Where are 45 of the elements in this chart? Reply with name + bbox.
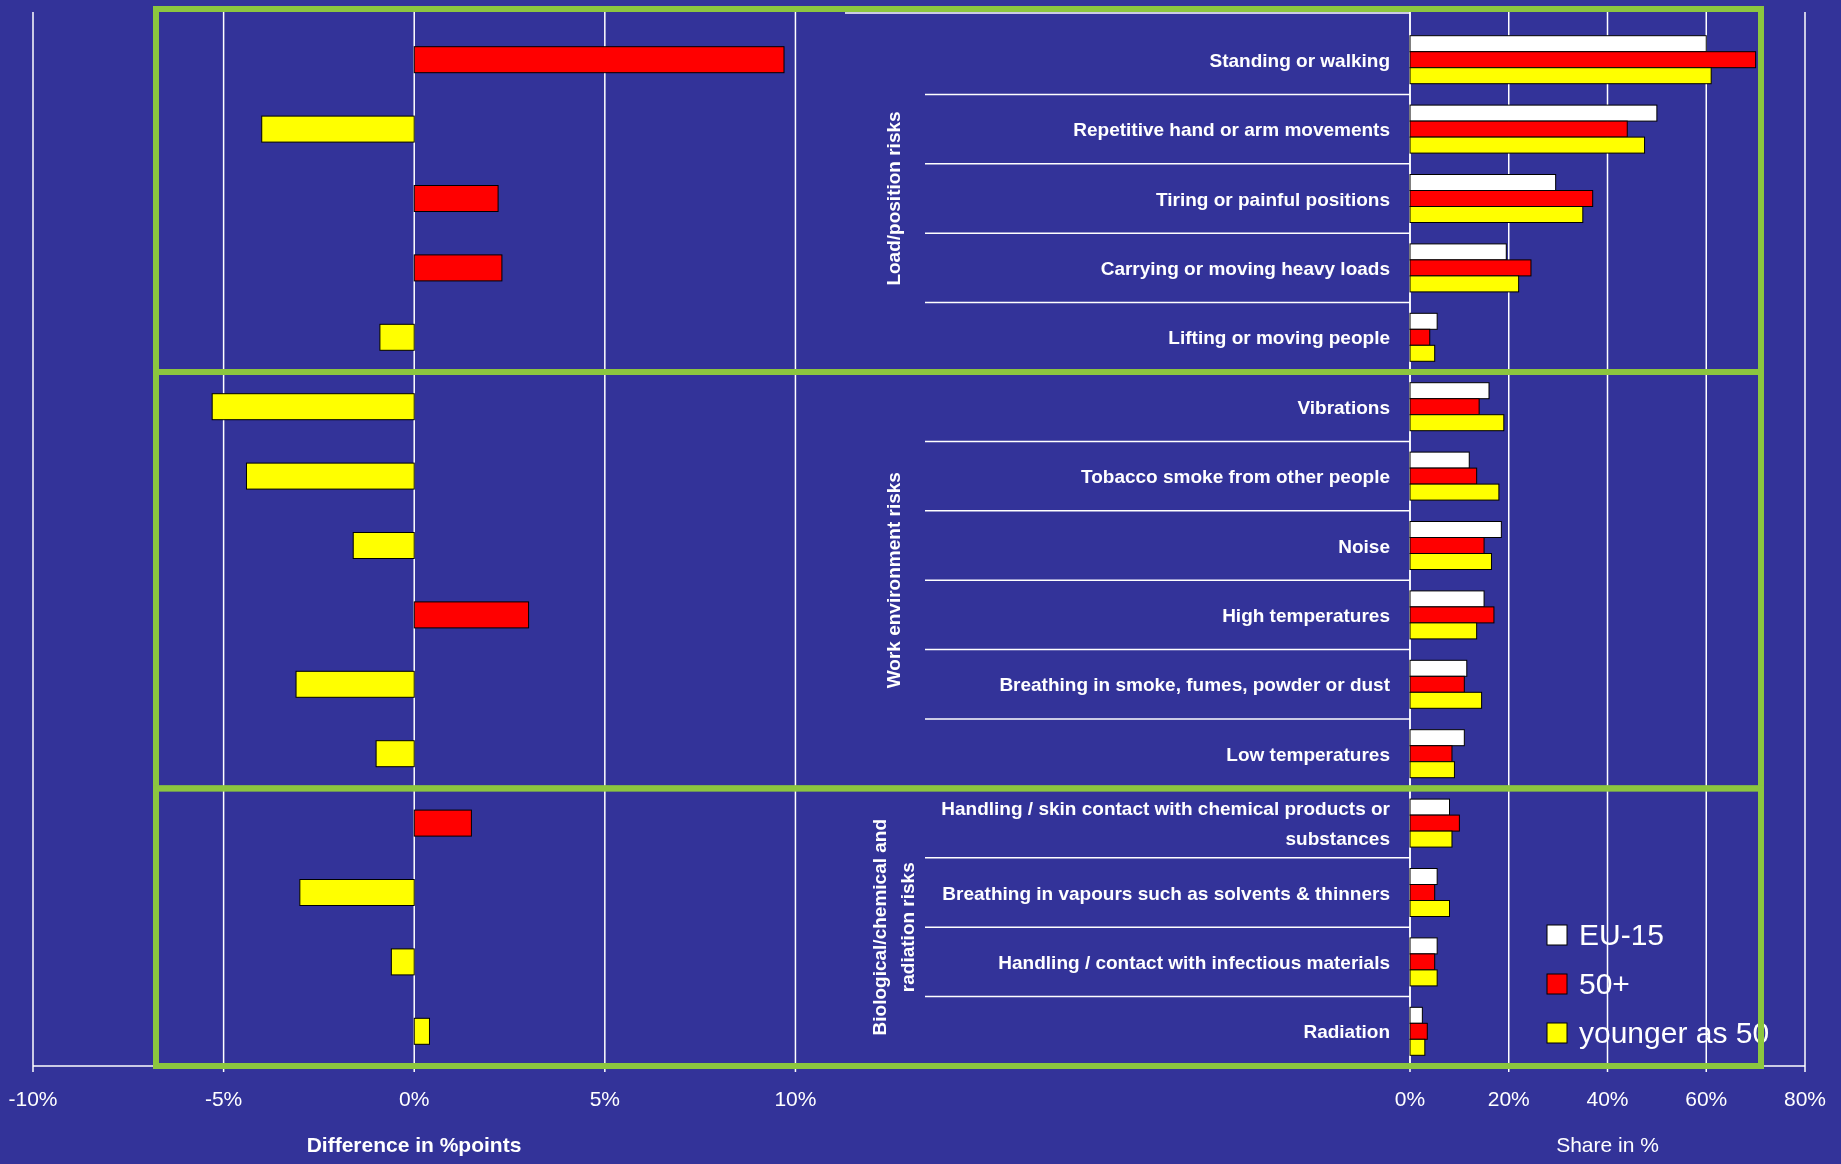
bar <box>245 462 415 490</box>
bar <box>413 46 785 74</box>
x-tick-label: -5% <box>204 1087 243 1110</box>
x-tick-label: 10% <box>774 1087 817 1110</box>
y-tick-label: Carrying or moving heavy loads <box>1100 257 1390 279</box>
x-tick-label: 5% <box>589 1087 621 1110</box>
bar <box>413 1017 430 1045</box>
y-tick-label: Noise <box>1338 535 1390 557</box>
x-tick-label: 0% <box>1394 1087 1426 1110</box>
bar <box>261 115 415 143</box>
y-tick-label: Vibrations <box>1297 396 1390 418</box>
x-tick-label: 80% <box>1783 1087 1827 1110</box>
y-tick-label: Standing or walking <box>1209 49 1390 71</box>
y-tick-label: Radiation <box>1303 1021 1390 1043</box>
text: Work environment risks <box>883 472 904 689</box>
x-axis-title: Share in % <box>1556 1133 1659 1156</box>
bar <box>413 601 530 629</box>
y-tick-label: High temperatures <box>1222 604 1390 626</box>
bar <box>211 393 415 421</box>
bar <box>413 254 503 282</box>
x-tick-label: 40% <box>1586 1087 1629 1110</box>
bar <box>413 809 472 837</box>
bar <box>352 532 415 559</box>
x-tick-label: -10% <box>8 1087 58 1110</box>
y-tick-label: Tiring or painful positions <box>1156 188 1390 210</box>
bar <box>295 670 415 698</box>
bar <box>375 740 415 768</box>
bar <box>390 948 415 976</box>
bar <box>379 323 415 351</box>
y-tick-label: Tobacco smoke from other people <box>1081 466 1390 488</box>
bar <box>299 879 415 906</box>
y-tick-label: Repetitive hand or arm movements <box>1073 119 1390 141</box>
bar <box>413 185 499 212</box>
x-tick-label: 20% <box>1487 1087 1530 1110</box>
y-tick-label: Handling / skin contact with chemical products or substances <box>941 798 1391 850</box>
x-axis-title: Difference in %points <box>306 1133 522 1156</box>
text: Load/position risks <box>883 111 904 286</box>
text: Biological/chemical and radiation risks <box>869 818 918 1036</box>
y-tick-label: Handling / contact with infectious materials <box>998 951 1390 973</box>
x-tick-label: 0% <box>399 1087 430 1110</box>
x-tick-label: 60% <box>1685 1087 1728 1110</box>
y-tick-label: Lifting or moving people <box>1168 327 1390 349</box>
y-tick-label: Breathing in vapours such as solvents & thinners <box>942 882 1390 904</box>
y-tick-label: Low temperatures <box>1226 743 1390 765</box>
y-tick-label: Breathing in smoke, fumes, powder or dust <box>999 674 1391 696</box>
